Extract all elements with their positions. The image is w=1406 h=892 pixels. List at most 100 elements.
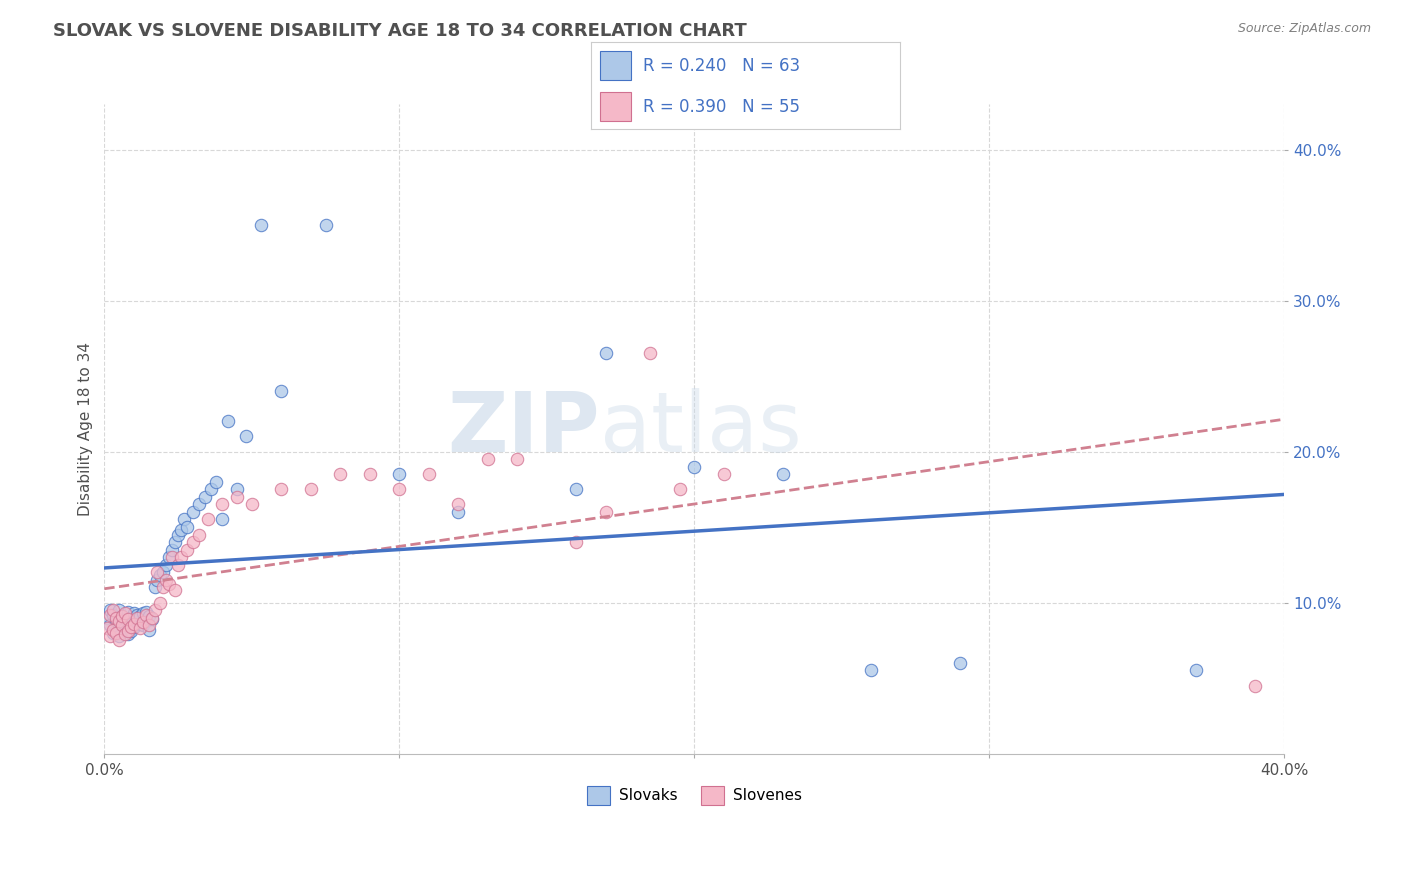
Point [167,558,190,572]
Point [111,618,134,632]
Point [187,497,209,511]
Point [683,459,706,474]
Point [181,505,204,519]
Point [135,614,157,628]
Point [128,616,150,631]
Point [146,573,169,587]
Point [103,625,125,640]
Point [270,384,292,398]
Point [447,497,470,511]
Point [120,624,142,639]
Point [108,614,131,628]
Bar [600,92,631,120]
Point [506,452,529,467]
Point [270,482,292,496]
Point [98,607,121,622]
Point [772,467,794,482]
Point [1243,679,1265,693]
Point [143,603,166,617]
Point [114,606,136,620]
Point [103,607,125,622]
Point [138,609,160,624]
Point [96,621,118,635]
Point [860,664,883,678]
Point [128,609,150,624]
Point [120,620,142,634]
Point [143,581,166,595]
Point [120,610,142,624]
Point [122,620,145,634]
Point [108,629,131,643]
Point [117,627,139,641]
Point [638,346,661,360]
Point [108,633,131,648]
Point [595,346,617,360]
Point [205,475,228,489]
Point [117,624,139,639]
Point [157,577,180,591]
Point [170,550,193,565]
Point [226,482,249,496]
Point [187,527,209,541]
Point [155,573,177,587]
Point [96,610,118,624]
Point [200,482,222,496]
Point [211,497,233,511]
Legend: Slovaks, Slovenes: Slovaks, Slovenes [581,780,808,811]
Point [125,607,148,622]
Point [315,218,337,232]
Point [197,512,219,526]
Point [240,497,263,511]
Point [170,523,193,537]
Point [235,429,257,443]
Point [122,616,145,631]
Point [132,615,155,629]
Point [105,614,128,628]
Point [141,612,163,626]
Point [117,612,139,626]
Point [132,606,155,620]
Point [132,618,155,632]
Point [949,656,972,670]
Bar [600,51,631,79]
Point [146,566,169,580]
Point [173,512,195,526]
Point [176,520,198,534]
Point [114,612,136,626]
Point [595,505,617,519]
Point [149,595,172,609]
Point [713,467,735,482]
Point [103,603,125,617]
Point [418,467,440,482]
Point [111,618,134,632]
Point [447,505,470,519]
Point [181,535,204,549]
Point [149,568,172,582]
Point [103,623,125,637]
Point [152,581,174,595]
Point [1184,664,1206,678]
Point [122,606,145,620]
Point [108,603,131,617]
Point [105,610,128,624]
Point [226,490,249,504]
Point [128,621,150,635]
Y-axis label: Disability Age 18 to 34: Disability Age 18 to 34 [79,342,93,516]
Point [98,603,121,617]
Point [160,542,183,557]
Point [299,482,322,496]
Text: ZIP: ZIP [447,388,600,469]
Point [217,414,239,428]
Point [125,615,148,629]
Point [155,558,177,572]
Point [135,607,157,622]
Point [152,566,174,580]
Point [98,618,121,632]
Point [668,482,690,496]
Point [359,467,381,482]
Point [165,535,187,549]
Point [249,218,271,232]
Point [135,605,157,619]
Point [176,542,198,557]
Point [98,629,121,643]
